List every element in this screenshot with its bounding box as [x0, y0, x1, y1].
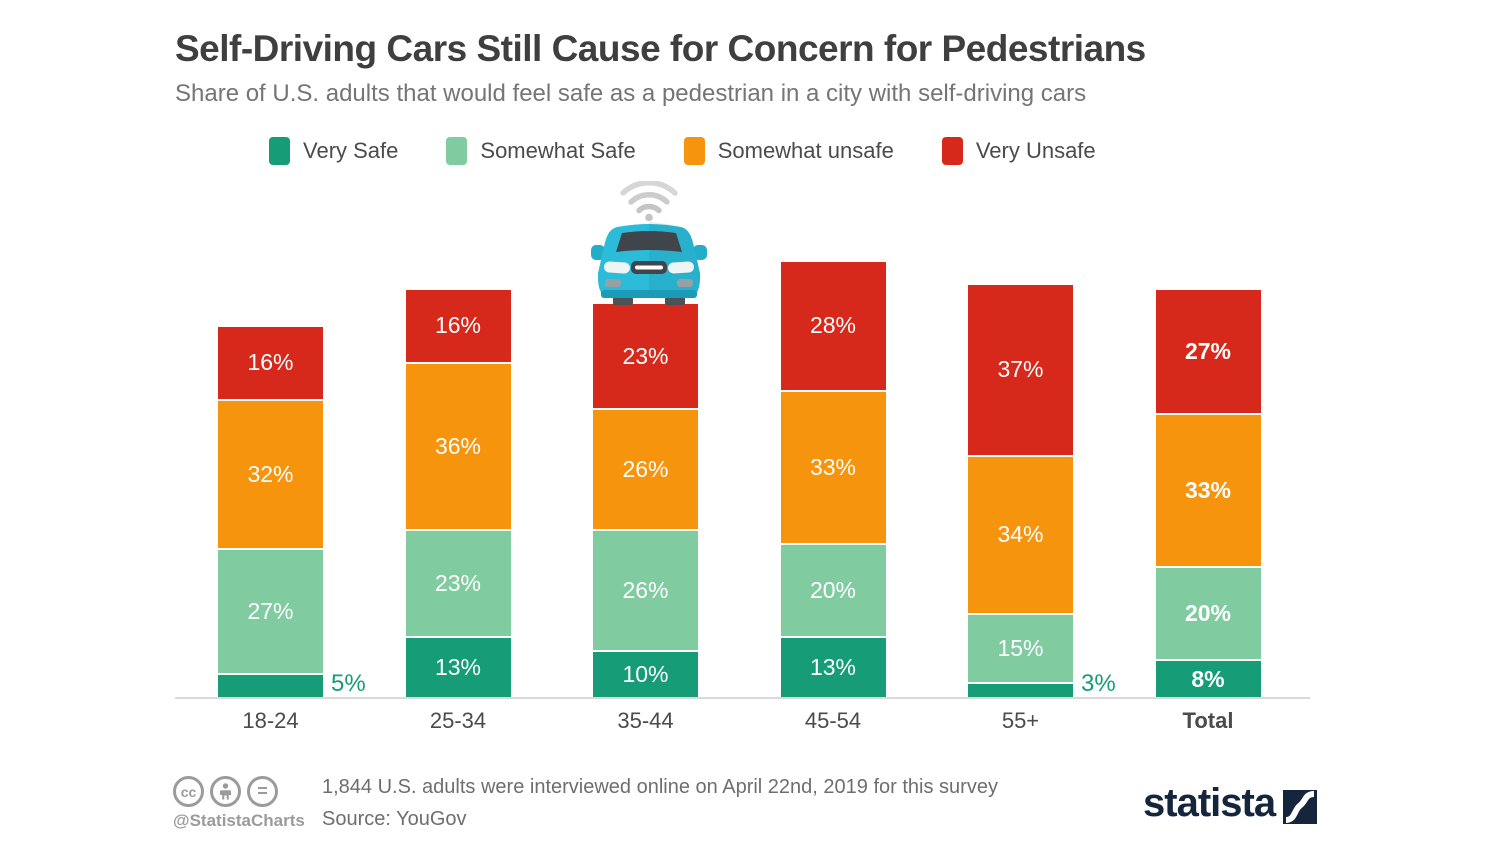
value-label: 34%	[997, 521, 1044, 548]
segment-very-safe: 13%	[405, 637, 511, 698]
segment-very-safe: 8%	[1155, 660, 1261, 698]
value-label: 16%	[247, 349, 294, 376]
value-label: 8%	[1191, 665, 1225, 692]
value-label: 32%	[247, 460, 294, 487]
x-axis-label-55+: 55+	[1001, 708, 1040, 733]
segment-very-safe: 5%	[218, 672, 366, 698]
creative-commons-icons[interactable]: cc =	[173, 776, 278, 807]
x-axis-label-Total: Total	[1182, 708, 1234, 733]
segment-very-safe: 13%	[780, 637, 886, 698]
segment-somewhat-safe: 26%	[593, 530, 698, 652]
legend-item-very-unsafe: Very Unsafe	[941, 137, 1096, 165]
segment-somewhat-safe: 27%	[218, 549, 323, 675]
legend-item-very-safe: Very Safe	[269, 137, 398, 165]
segment-somewhat-safe: 15%	[968, 614, 1073, 685]
value-label: 37%	[997, 356, 1044, 383]
value-label: 13%	[809, 654, 857, 681]
value-label: 33%	[1184, 477, 1232, 504]
value-label: 5%	[331, 670, 366, 697]
legend-swatch	[446, 137, 468, 165]
segment-somewhat-unsafe: 34%	[968, 456, 1073, 615]
statista-logo-mark	[1283, 789, 1318, 824]
segment-very-unsafe: 23%	[593, 303, 698, 411]
value-label: 26%	[622, 576, 669, 603]
x-axis-label-35-44: 35-44	[617, 708, 674, 733]
statista-logo[interactable]: statista	[1143, 781, 1318, 826]
wifi-signal-icon	[620, 179, 678, 222]
car-body	[591, 222, 707, 305]
value-label: 15%	[997, 634, 1044, 661]
chart-subtitle: Share of U.S. adults that would feel saf…	[175, 80, 1087, 107]
segment-very-unsafe: 27%	[1155, 289, 1261, 415]
segment-somewhat-safe: 20%	[1155, 568, 1261, 661]
source-label: Source: YouGov	[322, 808, 467, 830]
value-label: 23%	[622, 342, 669, 369]
value-label: 23%	[434, 569, 482, 596]
legend-swatch	[683, 137, 705, 165]
legend-label: Somewhat Safe	[480, 138, 636, 163]
legend-item-somewhat-safe: Somewhat Safe	[446, 137, 636, 165]
legend-label: Very Unsafe	[975, 138, 1096, 163]
bar-18-24: 5% 27% 32% 16%	[218, 326, 366, 698]
legend-label: Very Safe	[303, 138, 399, 163]
survey-note: 1,844 U.S. adults were interviewed onlin…	[322, 776, 998, 798]
legend: Very Safe Somewhat Safe Somewhat unsafe Ver…	[269, 137, 1096, 165]
segment-very-safe: 10%	[593, 651, 698, 698]
statista-wordmark: statista	[1143, 781, 1276, 825]
segment-very-unsafe: 16%	[405, 289, 511, 364]
value-label: 26%	[622, 456, 669, 483]
self-driving-car-icon	[591, 179, 707, 305]
x-axis-line	[175, 697, 1310, 699]
statista-charts-handle[interactable]: @StatistaCharts	[173, 811, 305, 830]
segment-very-unsafe: 37%	[968, 285, 1073, 457]
value-label: 10%	[622, 661, 669, 688]
value-label: 27%	[1184, 337, 1232, 364]
segment-somewhat-unsafe: 33%	[780, 391, 886, 545]
segment-very-safe: 3%	[968, 672, 1116, 698]
bar-45-54: 13% 20% 33% 28%	[780, 261, 886, 698]
bar-35-44: 10% 26% 26% 23%	[593, 303, 698, 698]
value-label: 13%	[434, 654, 482, 681]
no-derivatives-icon[interactable]: =	[247, 776, 278, 807]
legend-item-somewhat-unsafe: Somewhat unsafe	[683, 137, 894, 165]
value-label: 36%	[434, 432, 482, 459]
bar-25-34: 13% 23% 36% 16%	[405, 289, 511, 698]
x-axis-label-45-54: 45-54	[804, 708, 862, 733]
value-label: 20%	[1184, 599, 1232, 626]
value-label: 16%	[434, 312, 482, 339]
segment-somewhat-unsafe: 32%	[218, 401, 323, 550]
chart-title: Self-Driving Cars Still Cause for Concer…	[175, 28, 1146, 69]
bar-Total: 8% 20% 33% 27%	[1155, 289, 1261, 698]
legend-swatch	[941, 137, 963, 165]
x-axis-label-18-24: 18-24	[242, 708, 299, 733]
segment-somewhat-unsafe: 36%	[405, 363, 511, 531]
value-label: 3%	[1081, 670, 1116, 697]
segment-somewhat-safe: 23%	[405, 530, 511, 638]
segment-somewhat-unsafe: 26%	[593, 410, 698, 531]
segment-very-unsafe: 28%	[780, 261, 886, 392]
cc-icon[interactable]: cc	[173, 776, 204, 807]
x-axis-label-25-34: 25-34	[429, 708, 487, 733]
value-label: 28%	[809, 312, 857, 339]
value-label: 20%	[809, 576, 857, 603]
value-label: 27%	[247, 597, 294, 624]
legend-label: Somewhat unsafe	[717, 138, 894, 163]
segment-very-unsafe: 16%	[218, 326, 323, 402]
self-driving-car-annotation	[591, 179, 707, 310]
attribution-person-icon[interactable]	[210, 776, 241, 807]
legend-swatch	[269, 137, 290, 165]
bar-55+: 3% 15% 34% 37%	[968, 285, 1116, 698]
segment-somewhat-unsafe: 33%	[1155, 414, 1261, 569]
segment-somewhat-safe: 20%	[780, 544, 886, 638]
value-label: 33%	[809, 453, 857, 480]
